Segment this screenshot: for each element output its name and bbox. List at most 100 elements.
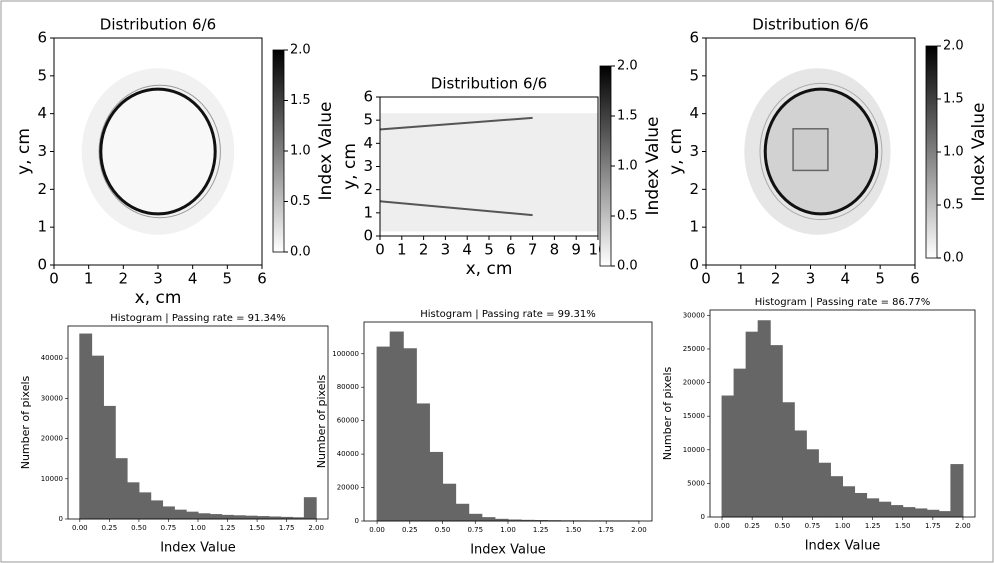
x-tick-label: 0.50 bbox=[131, 524, 147, 532]
x-tick-label: 6 bbox=[506, 241, 516, 259]
image-square bbox=[792, 128, 829, 172]
colorbar-tick-label: 0.0 bbox=[617, 259, 638, 274]
histogram-bar bbox=[150, 500, 164, 520]
x-tick-label: 1.75 bbox=[925, 522, 941, 530]
y-tick-label: 30000 bbox=[683, 311, 705, 319]
histogram-bar bbox=[721, 395, 735, 518]
histogram-bar bbox=[890, 505, 904, 518]
colorbar bbox=[272, 49, 285, 253]
chart-title: Distribution 6/6 bbox=[431, 75, 547, 93]
histogram-bar bbox=[733, 368, 747, 518]
histogram-bar bbox=[468, 513, 483, 522]
histogram-bar bbox=[829, 476, 843, 518]
y-tick-label: 6 bbox=[689, 29, 699, 47]
histogram-bar bbox=[221, 514, 234, 520]
histogram-bar bbox=[769, 345, 783, 518]
colorbar-tick-label: 0.0 bbox=[943, 251, 964, 266]
y-tick-label: 40000 bbox=[337, 450, 359, 458]
y-tick-label: 5 bbox=[689, 66, 699, 84]
y-tick-label: 4 bbox=[689, 104, 699, 122]
chart-title: Histogram | Passing rate = 99.31% bbox=[420, 309, 596, 320]
x-tick-label: 2 bbox=[419, 241, 429, 259]
y-tick-label: 25000 bbox=[683, 345, 705, 353]
y-tick-label: 100000 bbox=[332, 350, 359, 358]
histogram-bar bbox=[126, 482, 140, 520]
histogram-bar bbox=[866, 498, 880, 518]
y-tick-label: 5000 bbox=[687, 479, 705, 487]
colorbar-tick-label: 0.5 bbox=[943, 198, 964, 213]
x-tick-label: 4 bbox=[188, 270, 198, 288]
x-tick-label: 1.50 bbox=[566, 526, 582, 534]
x-tick-label: 0 bbox=[701, 270, 711, 288]
image-edge bbox=[379, 116, 533, 131]
x-tick-label: 0.00 bbox=[72, 524, 88, 532]
histogram-bar bbox=[91, 355, 104, 520]
histogram-bar bbox=[197, 513, 211, 520]
y-tick-label: 20000 bbox=[683, 379, 705, 387]
x-tick-label: 6 bbox=[910, 270, 920, 288]
y-axis-label: Number of pixels bbox=[315, 374, 328, 468]
y-tick-label: 20000 bbox=[41, 435, 63, 443]
x-tick-label: 0.50 bbox=[435, 526, 451, 534]
histogram-bar bbox=[244, 515, 258, 520]
y-tick-label: 2 bbox=[37, 180, 47, 198]
x-tick-label: 0.00 bbox=[369, 526, 385, 534]
x-tick-label: 3 bbox=[153, 270, 163, 288]
x-tick-label: 1.00 bbox=[190, 524, 206, 532]
x-tick-label: 5 bbox=[875, 270, 885, 288]
y-tick-label: 10000 bbox=[41, 475, 63, 483]
y-tick-label: 20000 bbox=[337, 484, 359, 492]
colorbar-tick-label: 1.0 bbox=[617, 159, 638, 174]
x-tick-label: 5 bbox=[223, 270, 233, 288]
y-tick-label: 3 bbox=[37, 142, 47, 160]
x-tick-label: 1.75 bbox=[279, 524, 295, 532]
colorbar-tick-label: 2.0 bbox=[617, 59, 638, 74]
y-tick-label: 0 bbox=[59, 515, 63, 523]
y-axis-label: y, cm bbox=[666, 128, 686, 175]
colorbar-tick-label: 0.5 bbox=[290, 194, 311, 209]
x-tick-label: 2 bbox=[119, 270, 129, 288]
colorbar-tick-label: 1.0 bbox=[943, 145, 964, 160]
chart-title: Histogram | Passing rate = 86.77% bbox=[755, 297, 931, 308]
image-ring bbox=[763, 87, 879, 216]
colorbar-tick-label: 1.0 bbox=[290, 144, 311, 159]
x-tick-label: 2.00 bbox=[308, 524, 324, 532]
x-tick-label: 0.50 bbox=[774, 522, 790, 530]
y-tick-label: 6 bbox=[37, 29, 47, 47]
histogram-bar bbox=[854, 492, 868, 518]
x-tick-label: 1.50 bbox=[249, 524, 265, 532]
x-tick-label: 0 bbox=[375, 241, 385, 259]
y-tick-label: 10000 bbox=[683, 446, 705, 454]
histogram-bar bbox=[162, 506, 175, 520]
histogram-bar bbox=[114, 458, 128, 520]
x-tick-label: 2 bbox=[771, 270, 781, 288]
colorbar-tick-label: 2.0 bbox=[290, 43, 311, 58]
y-tick-label: 3 bbox=[689, 142, 699, 160]
x-axis-label: x, cm bbox=[135, 288, 182, 308]
x-tick-label: 4 bbox=[841, 270, 851, 288]
colorbar bbox=[599, 65, 612, 267]
colorbar-tick-label: 1.5 bbox=[617, 109, 638, 124]
y-tick-label: 0 bbox=[689, 256, 699, 274]
histogram-bar bbox=[926, 509, 940, 518]
chart-title: Distribution 6/6 bbox=[752, 16, 868, 34]
colorbar-tick-label: 1.5 bbox=[943, 92, 964, 107]
colorbar-tick-label: 2.0 bbox=[943, 39, 964, 54]
y-tick-label: 15000 bbox=[683, 412, 705, 420]
histogram-bar bbox=[842, 486, 856, 518]
chart-title: Distribution 6/6 bbox=[100, 16, 216, 34]
y-tick-label: 0 bbox=[363, 227, 373, 245]
x-tick-label: 1.50 bbox=[895, 522, 911, 530]
x-tick-label: 0.00 bbox=[714, 522, 730, 530]
x-tick-label: 1.25 bbox=[865, 522, 881, 530]
y-tick-label: 2 bbox=[689, 180, 699, 198]
histogram-bar bbox=[817, 462, 831, 518]
x-tick-label: 1.25 bbox=[220, 524, 236, 532]
y-axis-label: Number of pixels bbox=[19, 375, 32, 469]
x-tick-label: 0.25 bbox=[102, 524, 118, 532]
x-axis-label: x, cm bbox=[466, 259, 513, 279]
y-tick-label: 3 bbox=[363, 157, 373, 175]
heatmap-image bbox=[744, 68, 891, 235]
x-tick-label: 8 bbox=[550, 241, 560, 259]
